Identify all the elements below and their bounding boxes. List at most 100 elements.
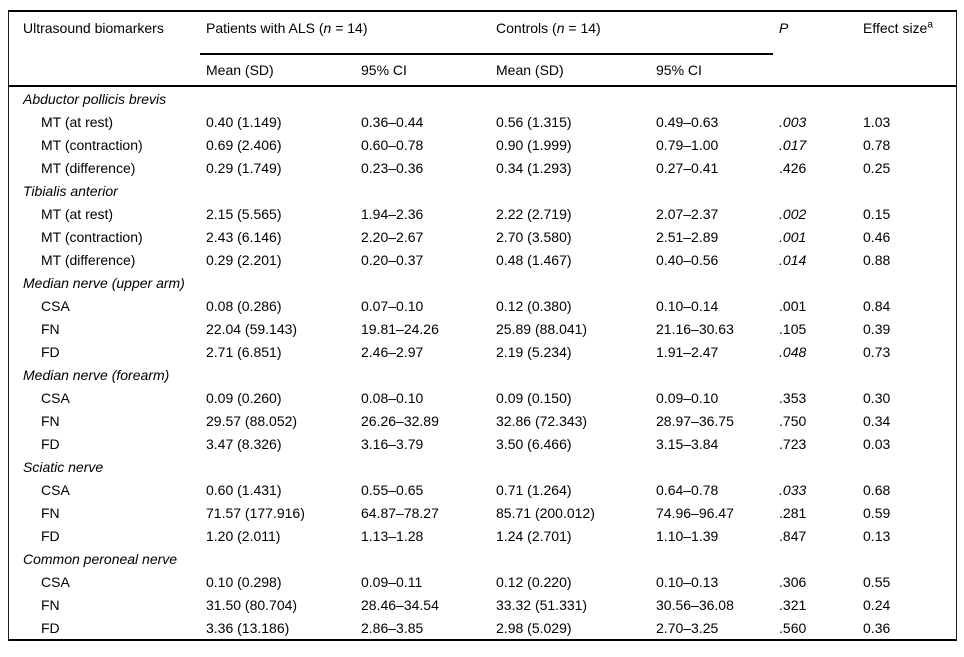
effect-size-value: 0.15 (863, 205, 891, 222)
biomarker-label: CSA (41, 297, 70, 314)
controls-ci-value: 0.40–0.56 (656, 251, 719, 268)
als-ci-value: 2.20–2.67 (361, 228, 424, 245)
column-header-biomarkers: Ultrasound biomarkers (9, 11, 200, 87)
column-header-als-ci: 95% CI (355, 54, 491, 87)
p-value: .847 (779, 527, 807, 544)
effect-size-value: 0.55 (863, 573, 891, 590)
controls-mean-sd-value: 0.48 (1.467) (496, 251, 572, 268)
als-group-prefix: Patients with ALS ( (206, 20, 324, 36)
section-label: Abductor pollicis brevis (23, 90, 167, 107)
biomarker-label: FD (41, 619, 60, 636)
als-mean-sd-value: 2.71 (6.851) (206, 343, 282, 360)
group-header-als: Patients with ALS (n = 14) (200, 11, 491, 55)
controls-mean-sd-value: 0.34 (1.293) (496, 159, 572, 176)
als-mean-sd-value: 0.08 (0.286) (206, 297, 282, 314)
als-mean-sd-value: 71.57 (177.916) (206, 504, 305, 521)
section-label: Tibialis anterior (23, 182, 118, 199)
section-label: Median nerve (upper arm) (23, 274, 185, 291)
p-value: .001 (779, 297, 807, 314)
als-group-suffix: = 14) (331, 20, 368, 36)
als-ci-value: 2.46–2.97 (361, 343, 424, 360)
table-row: MT (at rest) 2.15 (5.565) 1.94–2.36 2.22 (2… (9, 202, 957, 225)
als-ci-value: 0.07–0.10 (361, 297, 424, 314)
controls-ci-value: 2.51–2.89 (656, 228, 719, 245)
p-value: .105 (779, 320, 807, 337)
effect-size-value: 0.73 (863, 343, 891, 360)
biomarker-label: CSA (41, 573, 70, 590)
section-row: Abductor pollicis brevis (9, 86, 957, 110)
group-header-controls: Controls (n = 14) (490, 11, 774, 55)
column-header-p: P (773, 11, 858, 87)
p-value: .723 (779, 435, 807, 452)
effect-size-footnote-marker: a (927, 19, 933, 31)
controls-ci-value: 3.15–3.84 (656, 435, 719, 452)
als-ci-value: 0.36–0.44 (361, 113, 424, 130)
als-mean-sd-value: 31.50 (80.704) (206, 596, 298, 613)
effect-size-value: 0.84 (863, 297, 891, 314)
biomarker-label: FN (41, 412, 60, 429)
controls-group-n: n (556, 20, 565, 36)
p-value: .002 (779, 205, 807, 222)
als-ci-value: 0.09–0.11 (361, 573, 423, 590)
controls-group-prefix: Controls ( (496, 20, 557, 36)
effect-size-label: Effect size (863, 20, 928, 36)
effect-size-value: 0.13 (863, 527, 891, 544)
controls-ci-value: 28.97–36.75 (656, 412, 734, 429)
table-row: MT (at rest) 0.40 (1.149) 0.36–0.44 0.56 (1… (9, 110, 957, 133)
controls-ci-value: 74.96–96.47 (656, 504, 734, 521)
table-row: MT (difference) 0.29 (2.201) 0.20–0.37 0.48… (9, 248, 957, 271)
section-label: Common peroneal nerve (23, 550, 178, 567)
biomarker-label: FD (41, 527, 60, 544)
table-frame: Ultrasound biomarkers Patients with ALS … (8, 10, 958, 641)
biomarker-label: FN (41, 504, 60, 521)
als-ci-value: 0.55–0.65 (361, 481, 424, 498)
controls-ci-value: 0.79–1.00 (656, 136, 719, 153)
controls-mean-sd-value: 0.12 (0.380) (496, 297, 572, 314)
p-value: .048 (779, 343, 807, 360)
table-row: CSA 0.08 (0.286) 0.07–0.10 0.12 (0.380) 0.10… (9, 294, 957, 317)
controls-mean-sd-value: 2.70 (3.580) (496, 228, 572, 245)
section-row: Median nerve (upper arm) (9, 271, 957, 294)
effect-size-value: 0.24 (863, 596, 891, 613)
column-header-als-mean-sd: Mean (SD) (200, 54, 355, 87)
biomarker-label: FD (41, 435, 60, 452)
table-row: MT (difference) 0.29 (1.749) 0.23–0.36 0.34… (9, 156, 957, 179)
p-value: .017 (779, 136, 807, 153)
header-row-groups: Ultrasound biomarkers Patients with ALS … (9, 11, 958, 87)
table-body: Abductor pollicis brevis MT (at rest) 0.40… (9, 86, 957, 640)
als-mean-sd-value: 0.60 (1.431) (206, 481, 282, 498)
p-value: .281 (779, 504, 807, 521)
biomarker-label: MT (contraction) (41, 136, 143, 153)
als-mean-sd-value: 3.36 (13.186) (206, 619, 290, 636)
als-ci-value: 0.60–0.78 (361, 136, 424, 153)
controls-mean-sd-value: 2.98 (5.029) (496, 619, 572, 636)
controls-mean-sd-value: 32.86 (72.343) (496, 412, 588, 429)
section-row: Common peroneal nerve (9, 547, 957, 570)
controls-mean-sd-value: 0.12 (0.220) (496, 573, 572, 590)
controls-mean-sd-value: 25.89 (88.041) (496, 320, 588, 337)
section-label: Sciatic nerve (23, 458, 104, 475)
als-ci-value: 0.23–0.36 (361, 159, 424, 176)
p-value: .353 (779, 389, 807, 406)
als-ci-value: 2.86–3.85 (361, 619, 424, 636)
biomarker-label: FN (41, 320, 60, 337)
controls-ci-value: 0.10–0.13 (656, 573, 719, 590)
als-mean-sd-value: 22.04 (59.143) (206, 320, 298, 337)
p-value: .426 (779, 159, 807, 176)
table-row: CSA 0.60 (1.431) 0.55–0.65 0.71 (1.264) 0.64… (9, 478, 957, 501)
effect-size-value: 0.59 (863, 504, 891, 521)
header-row-subcolumns: Mean (SD) 95% CI Mean (SD) 95% CI (9, 54, 957, 87)
als-mean-sd-value: 0.09 (0.260) (206, 389, 282, 406)
als-ci-value: 0.08–0.10 (361, 389, 424, 406)
column-header-controls-mean-sd: Mean (SD) (490, 54, 651, 87)
table-row: CSA 0.10 (0.298) 0.09–0.11 0.12 (0.220) 0.10… (9, 570, 957, 593)
effect-size-value: 0.68 (863, 481, 891, 498)
als-ci-value: 28.46–34.54 (361, 596, 439, 613)
table-row: MT (contraction) 0.69 (2.406) 0.60–0.78 0.9… (9, 133, 957, 156)
controls-mean-sd-value: 3.50 (6.466) (496, 435, 572, 452)
als-mean-sd-value: 29.57 (88.052) (206, 412, 298, 429)
biomarker-label: MT (at rest) (41, 113, 114, 130)
biomarker-label: FN (41, 596, 60, 613)
biomarker-label: CSA (41, 481, 70, 498)
controls-ci-value: 0.64–0.78 (656, 481, 719, 498)
